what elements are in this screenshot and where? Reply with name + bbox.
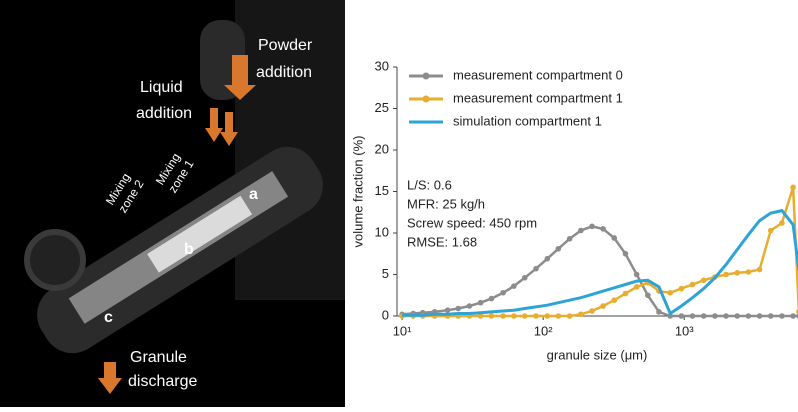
y-tick-label: 0 xyxy=(382,307,389,322)
annotation: L/S: 0.6 xyxy=(407,177,452,192)
marker xyxy=(690,282,696,288)
marker xyxy=(634,272,640,278)
legend-label: measurement compartment 1 xyxy=(453,90,623,105)
y-tick-label: 30 xyxy=(375,58,389,73)
marker xyxy=(555,246,561,252)
marker xyxy=(790,185,796,191)
marker xyxy=(545,256,551,262)
label: addition xyxy=(136,105,192,122)
marker xyxy=(768,228,774,234)
y-tick-label: 15 xyxy=(375,183,389,198)
marker xyxy=(656,309,662,315)
marker xyxy=(567,236,573,242)
annotation: RMSE: 1.68 xyxy=(407,234,477,249)
marker xyxy=(734,270,740,276)
marker xyxy=(567,313,573,319)
marker xyxy=(589,224,595,230)
marker xyxy=(522,313,528,319)
marker xyxy=(533,313,539,319)
marker xyxy=(500,290,506,296)
marker xyxy=(690,313,696,319)
marker xyxy=(623,251,629,257)
marker xyxy=(489,296,495,302)
marker xyxy=(667,290,673,296)
label: Powder xyxy=(258,37,313,54)
marker xyxy=(467,303,473,309)
marker xyxy=(623,291,629,297)
legend-marker xyxy=(423,73,430,80)
y-tick-label: 25 xyxy=(375,100,389,115)
page: Powder addition Liquid addition Mixing z… xyxy=(0,0,798,407)
x-tick-label: 10³ xyxy=(675,323,694,338)
marker xyxy=(611,297,617,303)
marker xyxy=(455,306,461,312)
marker xyxy=(511,313,517,319)
marker xyxy=(723,313,729,319)
marker xyxy=(545,313,551,319)
marker xyxy=(779,313,785,319)
label: Granule xyxy=(130,349,187,366)
marker xyxy=(578,228,584,234)
y-tick-label: 10 xyxy=(375,224,389,239)
marker xyxy=(555,313,561,319)
y-tick-label: 5 xyxy=(382,266,389,281)
marker xyxy=(600,226,606,232)
legend-label: simulation compartment 1 xyxy=(453,113,602,128)
marker xyxy=(790,313,796,319)
marker xyxy=(779,220,785,226)
legend-marker xyxy=(423,96,430,103)
x-axis-label: granule size (μm) xyxy=(547,347,648,362)
marker xyxy=(600,303,606,309)
marker xyxy=(701,278,707,284)
marker xyxy=(723,272,729,278)
marker xyxy=(489,313,495,319)
marker xyxy=(701,313,707,319)
marker xyxy=(533,266,539,272)
marker xyxy=(500,313,506,319)
marker xyxy=(645,292,651,298)
marker xyxy=(578,312,584,318)
marker xyxy=(522,275,528,281)
marker xyxy=(746,313,752,319)
marker xyxy=(445,307,451,313)
label: discharge xyxy=(128,373,197,390)
x-tick-label: 10¹ xyxy=(393,323,412,338)
photo-panel: Powder addition Liquid addition Mixing z… xyxy=(0,0,345,407)
chart: 0 5 10 15 20 25 30 10¹ 10² 10³ granule size (μm) vo… xyxy=(350,58,798,362)
marker xyxy=(679,313,685,319)
marker xyxy=(712,313,718,319)
marker xyxy=(511,283,517,289)
annotation: Screw speed: 450 rpm xyxy=(407,215,537,230)
marker xyxy=(589,308,595,314)
label: b xyxy=(184,241,194,258)
label: Liquid xyxy=(140,79,183,96)
annotation: MFR: 25 kg/h xyxy=(407,196,485,211)
marker xyxy=(478,300,484,306)
marker xyxy=(757,313,763,319)
label: a xyxy=(249,186,258,203)
marker xyxy=(768,313,774,319)
marker xyxy=(679,286,685,292)
legend-label: measurement compartment 0 xyxy=(453,67,623,82)
label: c xyxy=(104,309,113,326)
marker xyxy=(611,235,617,241)
label: addition xyxy=(256,64,312,81)
figure: Powder addition Liquid addition Mixing z… xyxy=(0,0,798,407)
y-tick-label: 20 xyxy=(375,141,389,156)
marker xyxy=(734,313,740,319)
x-tick-label: 10² xyxy=(534,323,553,338)
barrel-end xyxy=(27,232,83,288)
marker xyxy=(746,269,752,275)
marker xyxy=(634,284,640,290)
y-axis-label: volume fraction (%) xyxy=(350,136,365,248)
marker xyxy=(757,267,763,273)
